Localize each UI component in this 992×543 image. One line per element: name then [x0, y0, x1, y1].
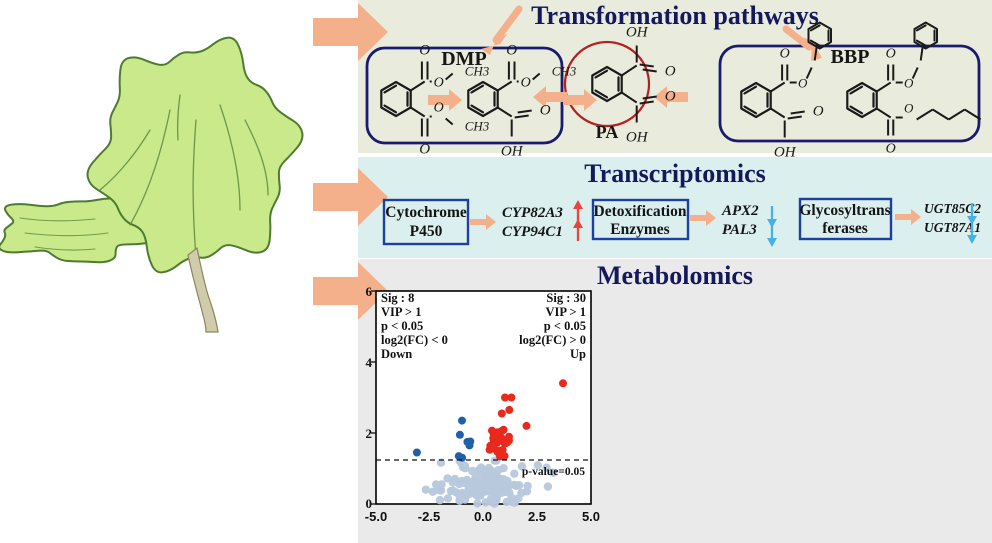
svg-text:log2(FC) < 0: log2(FC) < 0 — [381, 333, 448, 347]
svg-text:-5.0: -5.0 — [365, 509, 387, 524]
svg-text:VIP > 1: VIP > 1 — [546, 305, 586, 319]
svg-text:2.5: 2.5 — [528, 509, 546, 524]
svg-text:Up: Up — [570, 347, 586, 361]
svg-text:5.0: 5.0 — [582, 509, 600, 524]
svg-text:p < 0.05: p < 0.05 — [544, 319, 586, 333]
svg-text:0.0: 0.0 — [474, 509, 492, 524]
svg-text:-2.5: -2.5 — [418, 509, 440, 524]
svg-text:Sig : 8: Sig : 8 — [381, 291, 414, 305]
svg-text:log2(FC) > 0: log2(FC) > 0 — [519, 333, 586, 347]
svg-text:VIP > 1: VIP > 1 — [381, 305, 421, 319]
svg-text:p < 0.05: p < 0.05 — [381, 319, 423, 333]
svg-text:Sig : 30: Sig : 30 — [546, 291, 586, 305]
svg-text:p-value=0.05: p-value=0.05 — [522, 466, 585, 478]
svg-text:Down: Down — [381, 347, 412, 361]
